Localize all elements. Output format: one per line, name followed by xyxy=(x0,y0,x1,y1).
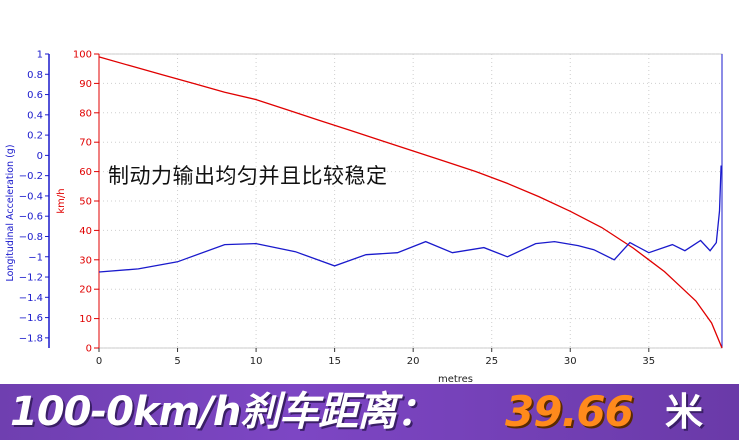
result-banner xyxy=(0,384,739,440)
speed-axis-tick-label: 80 xyxy=(79,108,92,119)
banner-value: 39.66 xyxy=(505,387,634,436)
braking-chart: 0102030405060708090100km/h10.80.60.40.20… xyxy=(5,50,723,384)
accel-axis-tick-label: −0.2 xyxy=(19,171,43,182)
speed-axis-tick-label: 70 xyxy=(79,138,92,149)
x-axis-tick-label: 35 xyxy=(642,356,655,367)
accel-axis-label: Longitudinal Acceleration (g) xyxy=(5,144,16,281)
banner-unit: 米 xyxy=(665,390,704,434)
speed-axis-tick-label: 90 xyxy=(79,79,92,90)
x-axis-tick-label: 20 xyxy=(407,356,420,367)
speed-axis-tick-label: 40 xyxy=(79,226,92,237)
x-axis-tick-label: 15 xyxy=(328,356,341,367)
plot-area xyxy=(98,53,723,349)
banner-label: 100-0km/h刹车距离： xyxy=(10,389,436,435)
x-axis-tick-label: 30 xyxy=(564,356,577,367)
chart-annotation: 制动力输出均匀并且比较稳定 xyxy=(108,164,388,188)
accel-axis-tick-label: −1.4 xyxy=(19,293,43,304)
accel-axis-tick-label: 1 xyxy=(37,50,43,61)
x-axis-tick-label: 10 xyxy=(250,356,263,367)
accel-axis-tick-label: −0.8 xyxy=(19,232,43,243)
accel-axis-tick-label: −1.8 xyxy=(19,333,43,344)
x-axis-tick-label: 0 xyxy=(96,356,102,367)
accel-axis-tick-label: −1.2 xyxy=(19,273,43,284)
accel-axis-tick-label: −0.4 xyxy=(19,191,43,202)
accel-axis-tick-label: 0.4 xyxy=(27,110,43,121)
accel-axis-tick-label: −0.6 xyxy=(19,212,43,223)
speed-axis-tick-label: 0 xyxy=(86,344,92,355)
x-axis-tick-label: 5 xyxy=(174,356,180,367)
speed-axis-tick-label: 60 xyxy=(79,167,92,178)
accel-axis-tick-label: 0 xyxy=(37,151,43,162)
x-axis-label: metres xyxy=(438,374,473,384)
speed-axis-tick-label: 20 xyxy=(79,285,92,296)
acceleration-series-line xyxy=(98,165,722,273)
accel-axis-tick-label: −1.6 xyxy=(19,313,43,324)
speed-axis-tick-label: 50 xyxy=(79,197,92,208)
accel-axis-tick-label: 0.8 xyxy=(27,70,43,81)
accel-axis-tick-label: −1 xyxy=(28,252,43,263)
speed-axis-label: km/h xyxy=(56,188,67,213)
speed-axis-tick-label: 30 xyxy=(79,255,92,266)
x-axis-tick-label: 25 xyxy=(485,356,498,367)
accel-axis-tick-label: 0.6 xyxy=(27,90,43,101)
speed-axis-tick-label: 100 xyxy=(73,50,92,61)
speed-axis-tick-label: 10 xyxy=(79,314,92,325)
speed-series-line xyxy=(98,56,723,349)
accel-axis-tick-label: 0.2 xyxy=(27,131,43,142)
